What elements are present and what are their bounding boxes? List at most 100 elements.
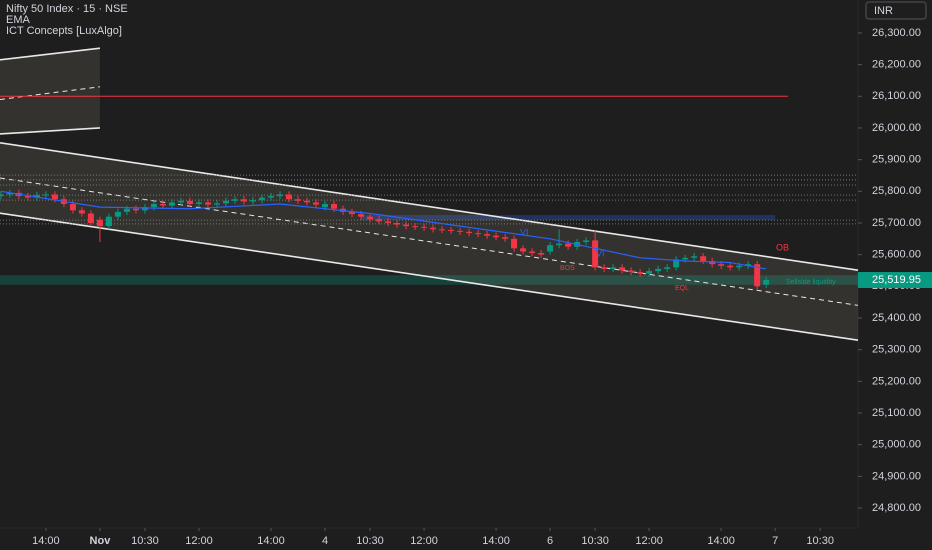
- candle-body: [745, 264, 752, 266]
- x-tick-label: 12:00: [185, 535, 213, 547]
- y-tick-label: 25,800.00: [872, 185, 921, 197]
- candle-body: [69, 203, 76, 211]
- candle-body: [556, 243, 563, 246]
- currency-box[interactable]: [865, 1, 927, 20]
- candle-body: [529, 251, 536, 254]
- candle-body: [448, 229, 455, 231]
- candle-body: [412, 226, 419, 228]
- candle-body: [177, 200, 184, 203]
- candle-body: [105, 216, 112, 227]
- candle-body: [295, 199, 302, 201]
- channel-lower: [0, 212, 859, 341]
- candle-body: [403, 224, 410, 227]
- candle-body: [222, 200, 229, 204]
- candle-body: [466, 231, 473, 234]
- x-tick-label: 10:30: [581, 535, 609, 547]
- candle-body: [709, 260, 716, 265]
- candle-body: [313, 202, 320, 205]
- candle-body: [186, 200, 193, 204]
- candle-body: [736, 265, 743, 268]
- candle-body: [33, 195, 40, 198]
- candle-body: [754, 264, 761, 287]
- x-tick-label: Nov: [90, 535, 112, 547]
- candle-body: [78, 210, 85, 214]
- annotation: EQL: [675, 285, 689, 292]
- annotation: Sellside liquidity: [786, 279, 836, 286]
- candle-body: [673, 259, 680, 268]
- candle-body: [592, 240, 599, 268]
- y-tick-label: 25,100.00: [872, 407, 921, 419]
- candle-body: [331, 203, 338, 209]
- price-label: 25,519.95: [872, 274, 921, 286]
- candle-body: [664, 267, 671, 269]
- y-tick-label: 25,000.00: [872, 439, 921, 451]
- candle-body: [610, 267, 617, 269]
- candle-body: [231, 199, 238, 201]
- candle-body: [619, 267, 626, 271]
- candle-body: [691, 256, 698, 258]
- channel-lower: [0, 127, 100, 135]
- candle-body: [367, 216, 374, 220]
- y-tick-label: 25,600.00: [872, 249, 921, 261]
- y-tick-label: 26,200.00: [872, 59, 921, 71]
- annotation: VI: [520, 227, 529, 237]
- channel-upper: [0, 47, 101, 61]
- candle-body: [385, 221, 392, 223]
- candle-body: [430, 227, 437, 230]
- candle-body: [718, 264, 725, 266]
- candle-body: [96, 219, 103, 227]
- candle-body: [376, 219, 383, 222]
- plot: VI VI OB BOS EQL Sellside liquidity: [0, 47, 859, 341]
- channel-upper: [0, 142, 859, 271]
- candle-body: [682, 257, 689, 260]
- candle-body: [763, 279, 770, 285]
- candle-body: [286, 194, 293, 200]
- candle-body: [439, 229, 446, 231]
- zone: [0, 275, 858, 285]
- candle-body: [637, 272, 644, 274]
- x-tick-label: 14:00: [482, 535, 510, 547]
- candle-body: [457, 230, 464, 232]
- candle-body: [727, 265, 734, 268]
- candle-body: [565, 243, 572, 247]
- candle-body: [628, 270, 635, 273]
- candle-body: [322, 203, 329, 208]
- y-tick-label: 26,000.00: [872, 122, 921, 134]
- price-label-box: [858, 272, 932, 289]
- candle-body: [42, 194, 49, 196]
- x-tick-label: 14:00: [707, 535, 735, 547]
- candle-body: [655, 268, 662, 272]
- candle-body: [24, 196, 31, 198]
- ema-line: [0, 190, 767, 270]
- candle-body: [394, 222, 401, 225]
- x-tick-label: 10:30: [131, 535, 159, 547]
- candle-body: [141, 207, 148, 211]
- y-tick-label: 25,700.00: [872, 217, 921, 229]
- annotation: VI: [596, 248, 605, 258]
- candle-body: [114, 211, 121, 217]
- currency[interactable]: INR: [874, 5, 893, 17]
- y-tick-label: 25,300.00: [872, 344, 921, 356]
- chart-title: Nifty 50 Index · 15 · NSE: [6, 3, 128, 15]
- candle-body: [475, 233, 482, 235]
- candle-body: [87, 213, 94, 223]
- candle-body: [538, 253, 545, 255]
- x-tick-label: 10:30: [356, 535, 384, 547]
- y-tick-label: 25,900.00: [872, 154, 921, 166]
- candle-body: [583, 240, 590, 242]
- y-tick-label: 24,800.00: [872, 502, 921, 514]
- candle-body: [358, 214, 365, 217]
- y-tick-label: 25,400.00: [872, 312, 921, 324]
- channel-fill: [0, 48, 100, 134]
- candle-body: [547, 245, 554, 252]
- candle-body: [123, 208, 130, 212]
- channel-mid: [0, 86, 100, 100]
- candle-body: [520, 248, 527, 252]
- candle-body: [646, 271, 653, 274]
- y-tick-label: 26,300.00: [872, 27, 921, 39]
- x-tick-label: 12:00: [410, 535, 438, 547]
- candle-body: [304, 200, 311, 203]
